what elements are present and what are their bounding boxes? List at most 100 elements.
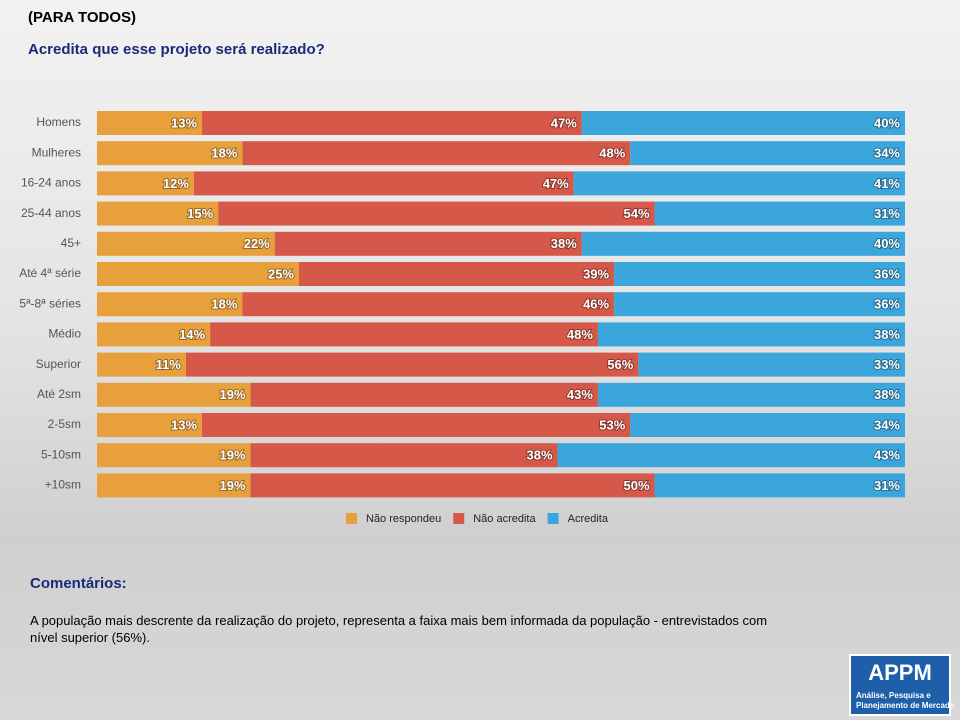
logo-name: APPM <box>868 660 932 685</box>
legend-label: Não acredita <box>473 513 536 525</box>
value-label: 11% <box>156 357 182 372</box>
bar-segment <box>581 111 905 135</box>
value-label: 15% <box>187 206 213 221</box>
value-label: 48% <box>567 327 593 342</box>
value-label: 56% <box>607 357 633 372</box>
value-label: 53% <box>599 417 625 432</box>
bar-segment <box>630 413 905 437</box>
category-label: Médio <box>48 327 81 341</box>
value-label: 41% <box>874 176 900 191</box>
bar-segment <box>97 231 275 256</box>
value-label: 40% <box>874 236 900 251</box>
bar-segment <box>97 352 186 377</box>
comments-title: Comentários: <box>30 575 127 592</box>
value-label: 40% <box>874 115 900 130</box>
bar-segment <box>202 413 631 437</box>
category-label: Até 4ª série <box>19 266 81 280</box>
value-label: 34% <box>874 146 900 161</box>
value-label: 36% <box>874 266 900 281</box>
logo-box <box>849 654 951 716</box>
value-label: 38% <box>874 387 900 402</box>
bar-segment <box>581 231 905 256</box>
value-label: 43% <box>567 387 593 402</box>
bar-segment <box>202 111 582 135</box>
bar-segment <box>97 111 203 135</box>
bar-segment <box>250 382 598 407</box>
value-label: 43% <box>874 448 900 463</box>
bar-segment <box>573 171 905 196</box>
bar-segment <box>97 473 251 498</box>
category-label: Até 2sm <box>37 387 81 401</box>
value-label: 33% <box>874 357 900 372</box>
value-label: 19% <box>219 387 245 402</box>
value-label: 46% <box>583 297 609 312</box>
category-label: 45+ <box>61 236 81 250</box>
value-label: 12% <box>163 176 189 191</box>
bar-segment <box>614 262 905 286</box>
bar-segment <box>630 141 905 166</box>
value-label: 19% <box>219 448 245 463</box>
legend-swatch <box>547 513 559 524</box>
category-label: Superior <box>36 357 81 371</box>
bar-segment <box>97 382 251 407</box>
category-label: 25-44 anos <box>21 206 81 220</box>
category-label: 16-24 anos <box>21 176 81 190</box>
bar-segment <box>193 171 574 196</box>
bar-segment <box>242 292 615 317</box>
value-label: 38% <box>874 327 900 342</box>
value-label: 38% <box>551 236 577 251</box>
bar-segment <box>97 413 203 437</box>
bar-segment <box>218 201 655 226</box>
value-label: 34% <box>874 417 900 432</box>
bar-segment <box>97 171 194 196</box>
value-label: 18% <box>211 297 237 312</box>
value-label: 18% <box>211 146 237 161</box>
bar-segment <box>654 201 905 226</box>
bar-segment <box>299 262 615 286</box>
value-label: 14% <box>179 327 205 342</box>
value-label: 22% <box>244 236 270 251</box>
bar-segment <box>97 292 243 317</box>
section-title: (PARA TODOS) <box>28 9 136 26</box>
bar-segment <box>654 473 905 498</box>
bar-segment <box>250 443 558 468</box>
bar-segment <box>97 443 251 468</box>
comment-text: A população mais descrente da realização… <box>30 613 768 645</box>
value-label: 36% <box>874 297 900 312</box>
bar-segment <box>210 322 598 347</box>
legend-swatch <box>453 513 465 524</box>
bar-segment <box>638 352 905 377</box>
bar-segment <box>242 141 631 166</box>
bar-segment <box>97 201 219 226</box>
bar-segment <box>185 352 639 377</box>
category-label: Mulheres <box>32 145 81 159</box>
value-label: 54% <box>623 206 649 221</box>
value-label: 47% <box>543 176 569 191</box>
bar-segment <box>597 382 905 407</box>
category-label: Homens <box>36 115 81 129</box>
value-label: 13% <box>171 417 197 432</box>
legend-label: Não respondeu <box>366 513 441 525</box>
bar-segment <box>274 231 582 256</box>
value-label: 19% <box>219 478 245 493</box>
value-label: 31% <box>874 206 900 221</box>
value-label: 50% <box>623 478 649 493</box>
category-label: +10sm <box>45 478 81 492</box>
category-label: 5-10sm <box>41 447 81 461</box>
category-label: 2-5sm <box>48 417 81 431</box>
value-label: 47% <box>551 115 577 130</box>
bar-segment <box>97 322 211 347</box>
logo-tagline: Análise, Pesquisa e <box>856 691 931 700</box>
bar-segment <box>97 262 299 286</box>
bar-segment <box>614 292 905 317</box>
value-label: 25% <box>268 266 294 281</box>
logo-tagline: Planejamento de Mercado <box>856 701 955 710</box>
value-label: 13% <box>171 115 197 130</box>
chart-title: Acredita que esse projeto será realizado… <box>28 41 325 58</box>
category-label: 5ª-8ª séries <box>19 296 81 310</box>
value-label: 48% <box>599 146 625 161</box>
bar-segment <box>557 443 905 468</box>
legend-swatch <box>346 513 357 524</box>
